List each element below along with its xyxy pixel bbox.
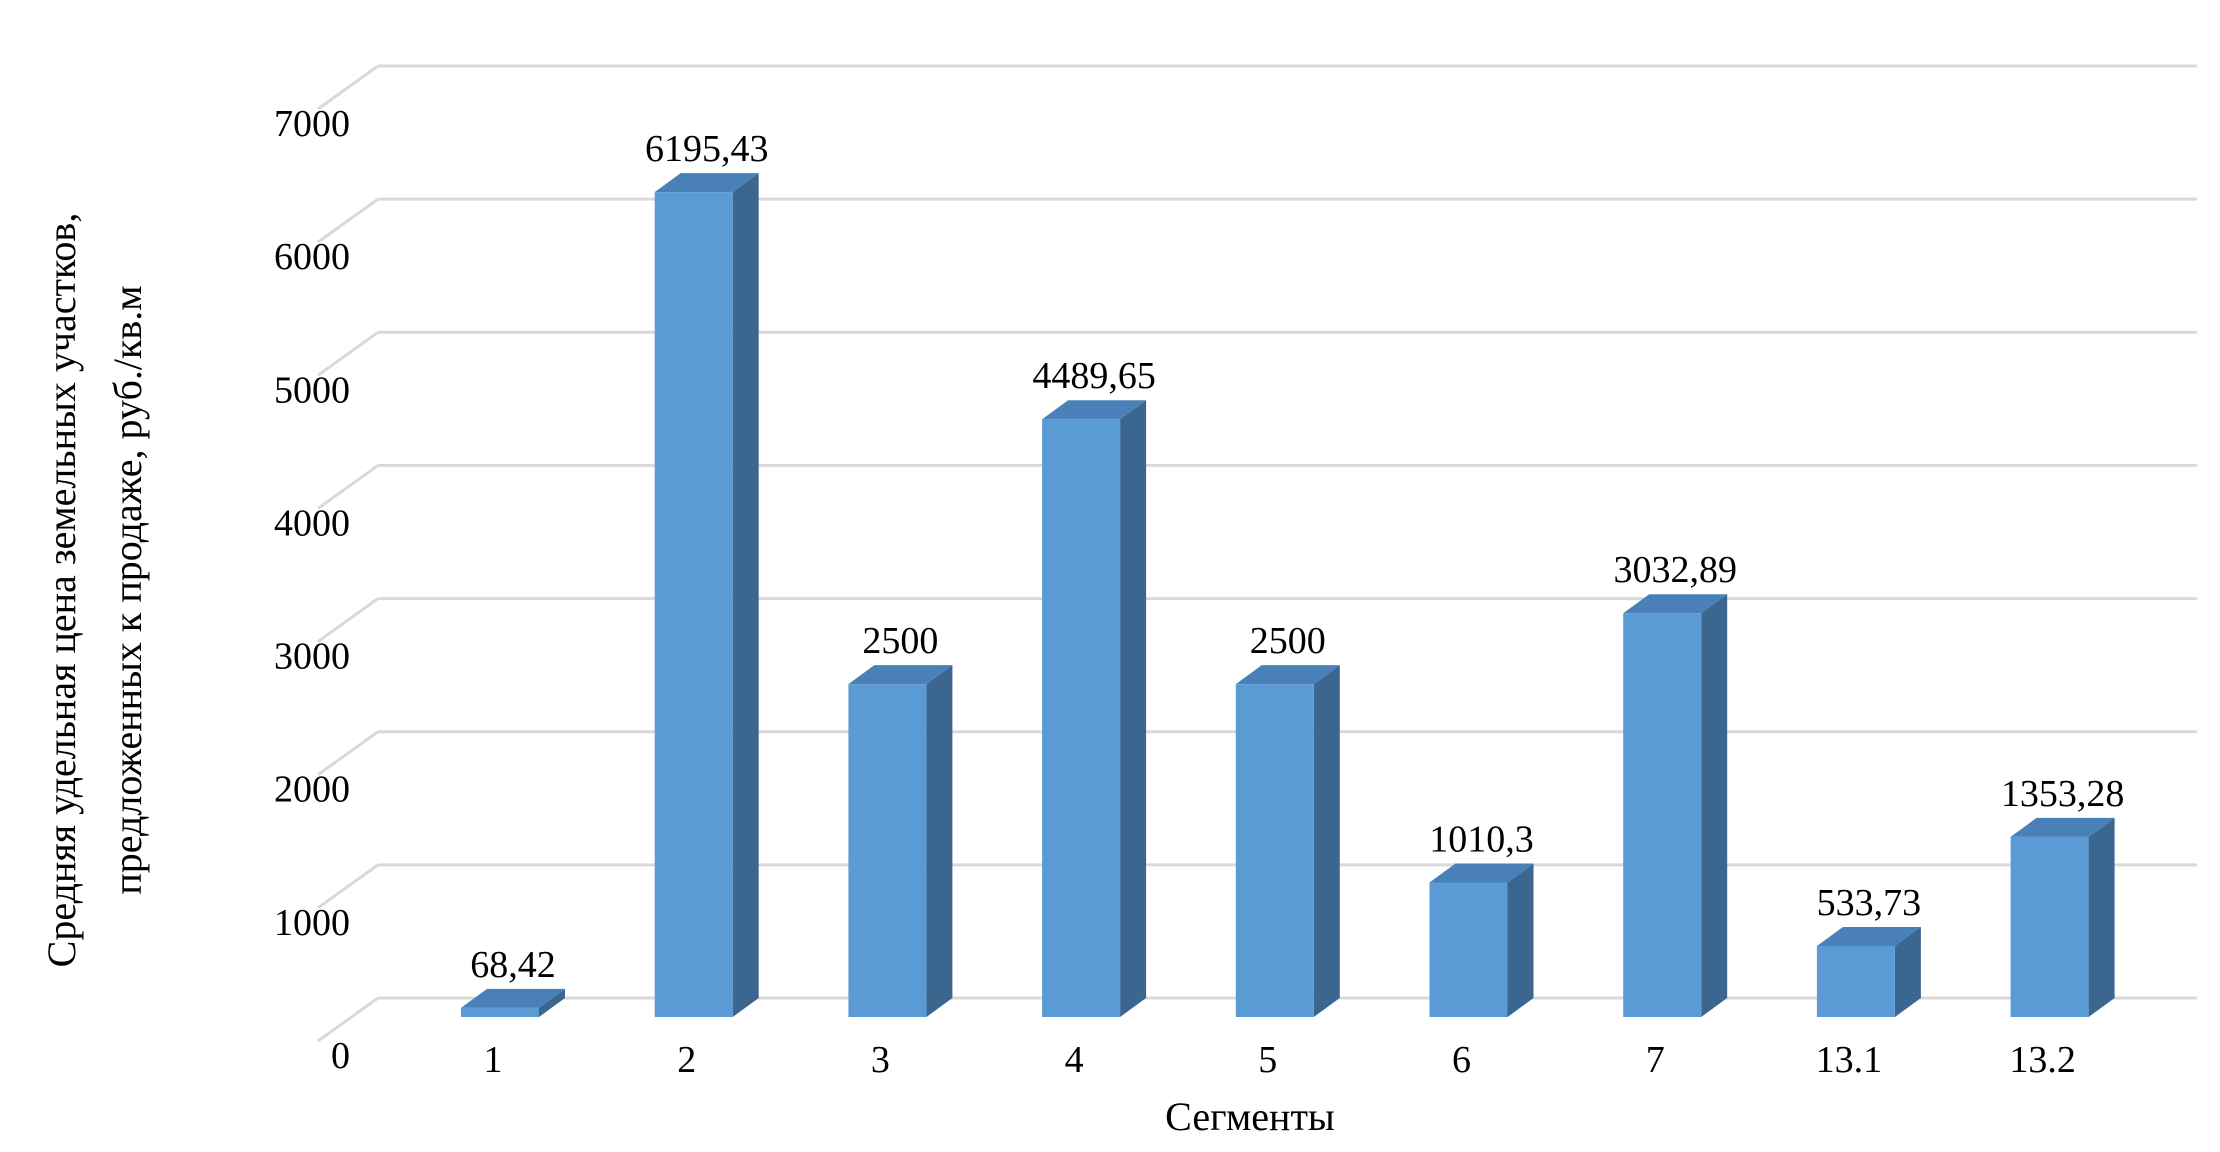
bar-7 — [1623, 594, 1728, 1017]
bar-front — [654, 192, 733, 1017]
bar-4 — [1042, 400, 1147, 1017]
gridline-diagonal-7000 — [317, 64, 379, 111]
bar-side — [1507, 863, 1534, 1017]
y-tick-label: 6000 — [274, 236, 350, 278]
bar-front — [1042, 419, 1121, 1017]
x-category-label: 5 — [1258, 1039, 1277, 1081]
bar-top — [654, 173, 759, 193]
bar-top — [1429, 863, 1534, 883]
bar-top — [848, 665, 953, 685]
gridline-diagonal-5000 — [317, 331, 379, 377]
bar-side — [732, 173, 759, 1017]
gridline-diagonal-0 — [317, 996, 379, 1043]
x-axis-title: Сегменты — [1165, 1094, 1335, 1139]
bar-front — [1429, 882, 1508, 1017]
gridline-diagonal-6000 — [317, 197, 379, 244]
bar-3 — [848, 665, 953, 1017]
bar-2 — [654, 173, 759, 1017]
bar-front — [1235, 684, 1314, 1017]
y-tick-label: 0 — [331, 1035, 350, 1077]
y-tick-label: 7000 — [274, 103, 350, 145]
bar-front — [1623, 613, 1702, 1017]
gridline-diagonal-3000 — [317, 597, 379, 643]
x-axis-category-labels: 1 2 3 4 5 6 7 13.1 13.2 — [484, 1039, 2076, 1081]
data-label: 68,42 — [470, 944, 556, 986]
y-tick-label: 3000 — [274, 636, 350, 678]
bar-side — [539, 988, 565, 1017]
gridline-diagonal-4000 — [317, 464, 379, 510]
bar-13.1 — [1816, 926, 1921, 1017]
gridline-diagonal-1000 — [317, 863, 379, 910]
y-axis-tick-labels: 0 1000 2000 3000 4000 5000 6000 7000 — [274, 103, 350, 1077]
bar-side — [1894, 926, 1921, 1017]
data-label: 1010,3 — [1429, 818, 1534, 860]
data-label: 6195,43 — [645, 128, 769, 170]
data-label: 533,73 — [1817, 882, 1922, 924]
y-tick-label: 1000 — [274, 902, 350, 944]
x-category-label: 6 — [1452, 1039, 1471, 1081]
y-axis-title: Средняя удельная цена земельных участков… — [39, 213, 150, 968]
bar-front — [2010, 836, 2089, 1017]
data-label: 4489,65 — [1032, 355, 1156, 397]
bar-13.2 — [2010, 817, 2115, 1017]
bar-top — [461, 988, 565, 1008]
bars — [461, 173, 2115, 1017]
bar-side — [1313, 665, 1340, 1017]
data-label: 2500 — [1250, 620, 1326, 662]
bar-1 — [461, 988, 565, 1017]
y-tick-label: 5000 — [274, 369, 350, 411]
y-tick-label: 2000 — [274, 769, 350, 811]
bar-top — [1235, 665, 1340, 685]
bar-side — [1701, 594, 1728, 1017]
bar-side — [926, 665, 953, 1017]
bar-front — [461, 1007, 539, 1017]
x-category-label: 2 — [677, 1039, 696, 1081]
x-category-label: 7 — [1646, 1039, 1665, 1081]
x-category-label: 3 — [871, 1039, 890, 1081]
y-tick-label: 4000 — [274, 502, 350, 544]
bar-front — [848, 684, 927, 1017]
bar-side — [1120, 400, 1147, 1017]
bar-top — [1042, 400, 1147, 420]
y-axis-title-line-1: Средняя удельная цена земельных участков… — [39, 213, 84, 968]
bar-top — [1623, 594, 1728, 614]
x-category-label: 4 — [1065, 1039, 1084, 1081]
x-category-label: 13.1 — [1816, 1039, 1883, 1081]
bar-top — [1816, 926, 1921, 946]
data-labels: 68,42 6195,43 2500 4489,65 2500 1010,3 3032,89… — [470, 128, 2124, 986]
bar-side — [2088, 817, 2115, 1017]
data-label: 1353,28 — [2001, 773, 2125, 815]
bar-front — [1816, 945, 1895, 1017]
data-label: 3032,89 — [1613, 549, 1737, 591]
gridline-diagonal-2000 — [317, 730, 379, 776]
data-label: 2500 — [862, 620, 938, 662]
y-axis-title-line-2: предложенных к продаже, руб./кв.м — [105, 285, 150, 894]
x-category-label: 1 — [484, 1039, 503, 1081]
bar-6 — [1429, 863, 1534, 1017]
bar-5 — [1235, 665, 1340, 1017]
x-category-label: 13.2 — [2009, 1039, 2076, 1081]
bar-top — [2010, 817, 2115, 837]
